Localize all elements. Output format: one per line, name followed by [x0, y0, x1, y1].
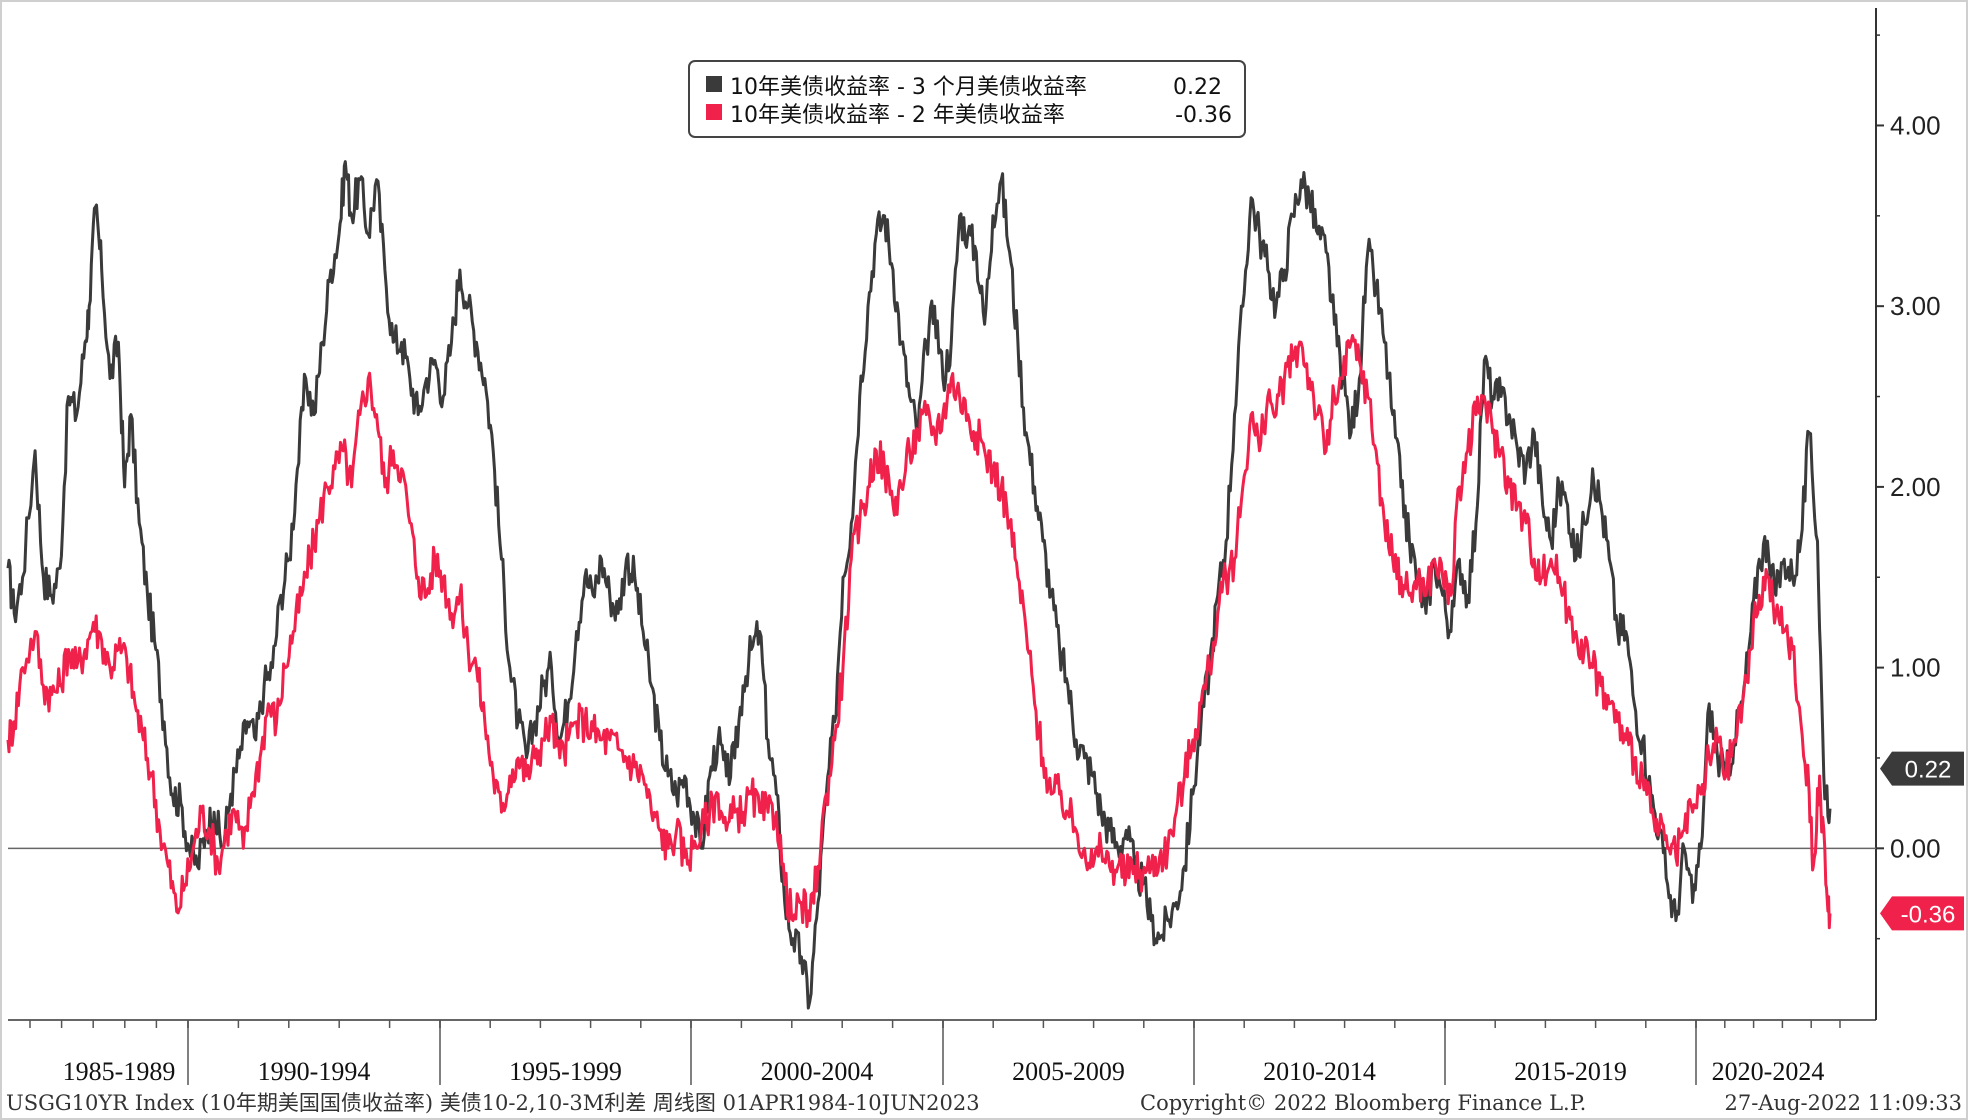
- legend-value-10y-3m: 0.22: [1173, 75, 1222, 100]
- y-tick-label: 1.00: [1890, 653, 1941, 683]
- legend-label-10y-2y: 10年美债收益率 - 2 年美债收益率: [730, 103, 1065, 128]
- period-label: 2000-2004: [761, 1057, 874, 1086]
- period-label: 2020-2024: [1712, 1057, 1825, 1086]
- y-ticks: 4.00 3.00 2.00 1.00 0.00: [1876, 34, 1941, 940]
- last-value-badge-10y-2y: -0.36: [1880, 896, 1964, 931]
- series-line-yield-spread-10y-2y: [6, 334, 1832, 930]
- period-dividers: [187, 1020, 1697, 1085]
- minor-ticks: [29, 1020, 1841, 1028]
- last-value-label-10y-3m: 0.22: [1905, 757, 1952, 784]
- footer-copyright: Copyright© 2022 Bloomberg Finance L.P.: [1140, 1091, 1586, 1115]
- y-tick-label: 3.00: [1890, 291, 1941, 321]
- y-tick-label: 0.00: [1890, 833, 1941, 863]
- period-label: 2015-2019: [1514, 1057, 1627, 1086]
- legend-box: [688, 60, 1246, 138]
- footer-timestamp: 27-Aug-2022 11:09:33: [1725, 1091, 1962, 1115]
- last-value-badge-10y-3m: 0.22: [1880, 751, 1964, 786]
- period-label: 1985-1989: [63, 1057, 176, 1086]
- legend: 10年美债收益率 - 3 个月美债收益率 0.22 10年美债收益率 - 2 年…: [688, 60, 1246, 138]
- period-label: 2005-2009: [1012, 1057, 1125, 1086]
- y-tick-label: 2.00: [1890, 472, 1941, 502]
- y-tick-label: 4.00: [1890, 110, 1941, 140]
- period-label: 1995-1999: [509, 1057, 622, 1086]
- footer-index-description: USGG10YR Index (10年期美国国债收益率) 美债10-2,10-3…: [6, 1091, 980, 1115]
- legend-swatch-10y-2y: [706, 104, 722, 120]
- last-value-label-10y-2y: -0.36: [1901, 901, 1956, 928]
- period-labels: 1985-1989 1990-1994 1995-1999 2000-2004 2005…: [63, 1057, 1825, 1086]
- period-label: 1990-1994: [258, 1057, 371, 1086]
- legend-label-10y-3m: 10年美债收益率 - 3 个月美债收益率: [730, 75, 1087, 100]
- series-line-yield-spread-10y-3m: [6, 160, 1832, 1010]
- legend-value-10y-2y: -0.36: [1175, 103, 1232, 128]
- legend-swatch-10y-3m: [706, 76, 722, 92]
- period-label: 2010-2014: [1263, 1057, 1376, 1086]
